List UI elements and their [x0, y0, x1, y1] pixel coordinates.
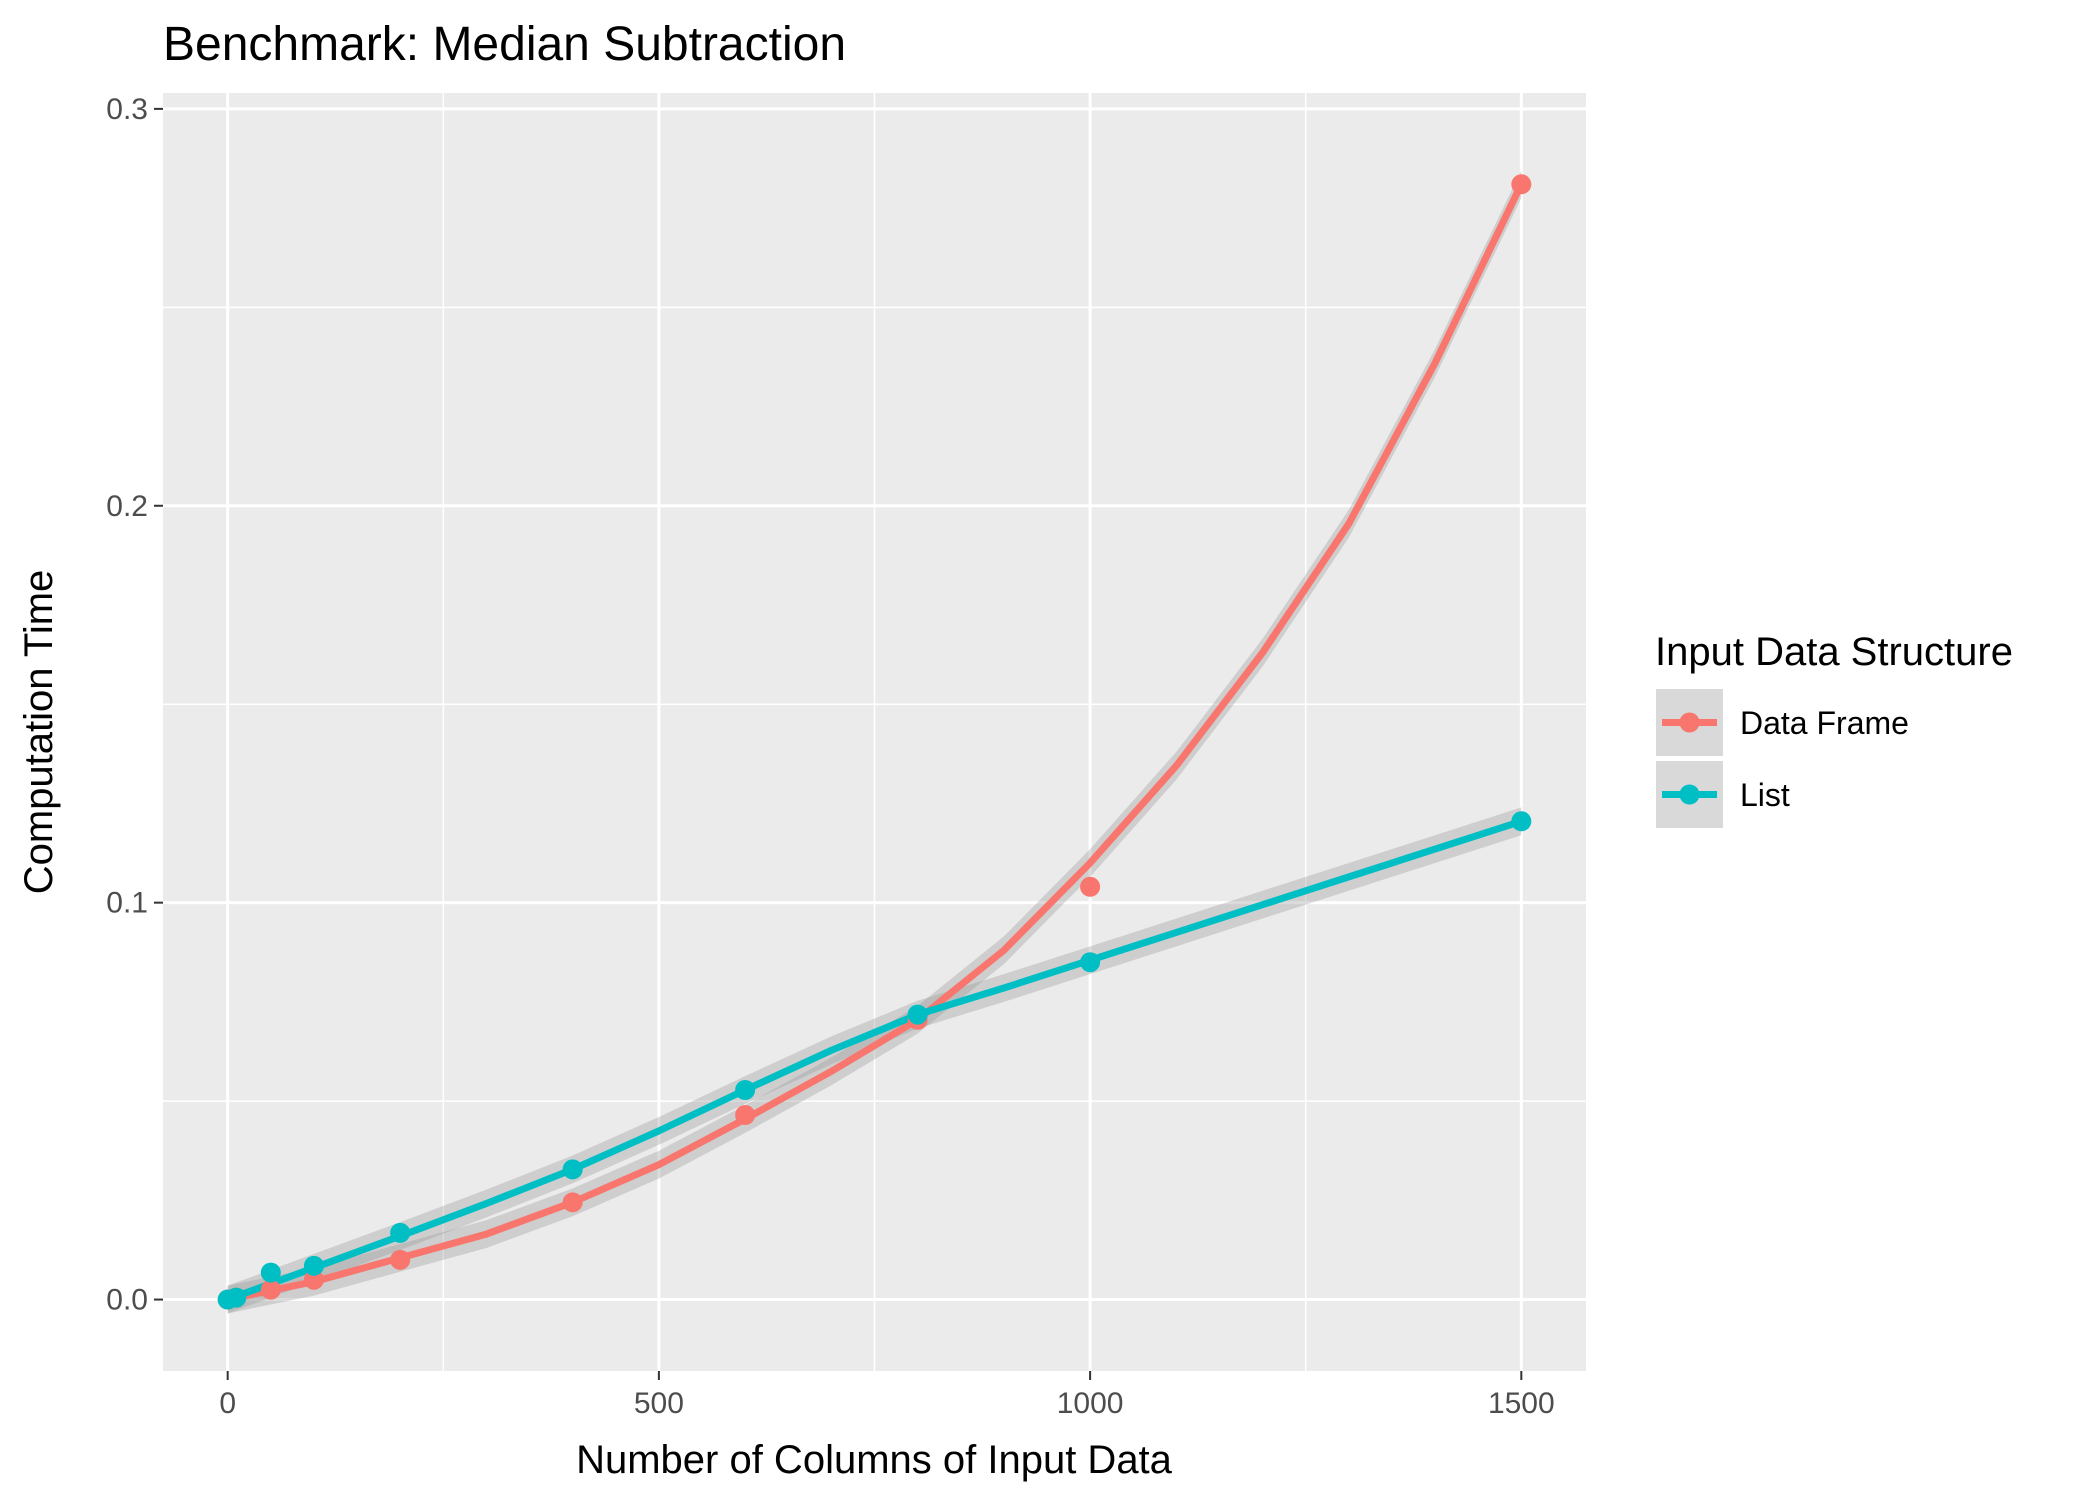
data-point [260, 1279, 281, 1300]
data-point [390, 1249, 411, 1270]
x-tick-label: 1500 [1488, 1387, 1555, 1420]
y-tick-label: 0.1 [106, 887, 148, 920]
y-axis: 0.0 0.1 0.2 0.3 [106, 93, 163, 1317]
series-line [224, 817, 1525, 1304]
series-lines [224, 180, 1525, 1304]
y-tick-label: 0.0 [106, 1284, 148, 1317]
data-point [1511, 174, 1532, 195]
data-point [1511, 811, 1532, 832]
x-tick-label: 1000 [1057, 1387, 1124, 1420]
data-point [303, 1269, 324, 1290]
y-tick-label: 0.3 [106, 93, 148, 126]
confidence-bands [227, 170, 1522, 1314]
x-tick-label: 500 [634, 1387, 684, 1420]
x-axis: 0 500 1000 1500 [219, 1371, 1555, 1420]
legend: Input Data Structure Data Frame List [1654, 630, 2013, 830]
data-point [907, 1004, 928, 1025]
data-point [226, 1287, 247, 1308]
legend-key-point [1679, 712, 1700, 733]
data-point [1080, 876, 1101, 897]
data-point [562, 1192, 583, 1213]
grid-major [163, 93, 1586, 1371]
data-point [562, 1159, 583, 1180]
y-tick-label: 0.2 [106, 490, 148, 523]
legend-label: Data Frame [1740, 705, 1909, 741]
data-point [735, 1105, 756, 1126]
legend-label: List [1740, 777, 1790, 813]
series-line [224, 180, 1525, 1304]
data-point [735, 1079, 756, 1100]
x-tick-label: 0 [219, 1387, 236, 1420]
confidence-band [227, 807, 1522, 1314]
chart-title: Benchmark: Median Subtraction [163, 18, 846, 71]
data-point [390, 1222, 411, 1243]
legend-title: Input Data Structure [1655, 630, 2013, 674]
data-point [1080, 952, 1101, 973]
data-point [303, 1255, 324, 1276]
y-axis-title: Computation Time [17, 570, 61, 895]
data-point [260, 1262, 281, 1283]
legend-key-point [1679, 784, 1700, 805]
x-axis-title: Number of Columns of Input Data [576, 1438, 1173, 1482]
grid-minor [163, 93, 1586, 1371]
series-points [217, 174, 1532, 1310]
